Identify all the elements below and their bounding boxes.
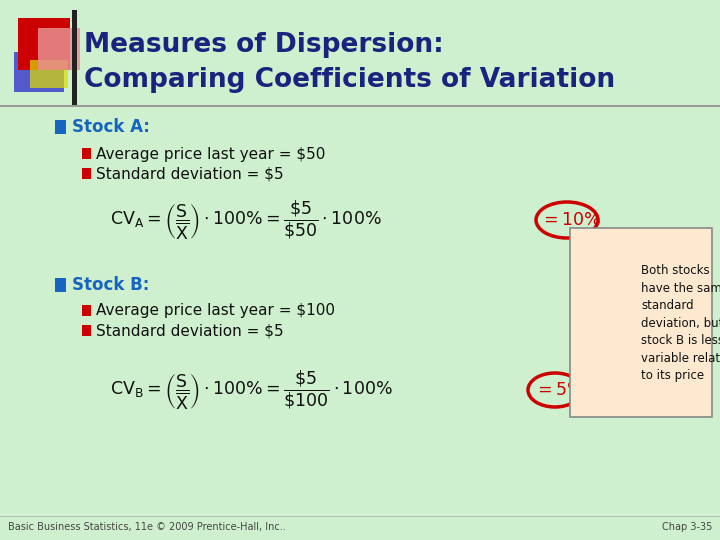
Text: $= 10\%$: $= 10\%$ — [540, 211, 601, 229]
Text: Chap 3-35: Chap 3-35 — [662, 522, 712, 532]
Bar — [55, 120, 66, 134]
Text: Average price last year = $100: Average price last year = $100 — [96, 303, 335, 319]
Bar — [0, 516, 720, 517]
Text: Standard deviation = $5: Standard deviation = $5 — [96, 323, 284, 339]
Bar — [82, 168, 91, 179]
Text: Both stocks
have the same
standard
deviation, but
stock B is less
variable relat: Both stocks have the same standard devia… — [641, 264, 720, 382]
Bar — [38, 28, 80, 70]
Bar — [82, 148, 91, 159]
Text: Comparing Coefficients of Variation: Comparing Coefficients of Variation — [84, 67, 615, 93]
Text: $\mathrm{CV}_\mathrm{B} = \left(\dfrac{\mathrm{S}}{\overline{\mathrm{X}}}\right): $\mathrm{CV}_\mathrm{B} = \left(\dfrac{\… — [110, 368, 393, 411]
Text: Stock A:: Stock A: — [72, 118, 150, 136]
Bar — [0, 105, 720, 107]
Text: Measures of Dispersion:: Measures of Dispersion: — [84, 32, 444, 58]
Bar — [82, 305, 91, 316]
Bar — [18, 18, 70, 70]
Bar — [30, 60, 68, 88]
Bar — [14, 52, 64, 92]
Text: Standard deviation = $5: Standard deviation = $5 — [96, 166, 284, 181]
Bar — [82, 325, 91, 336]
Text: Average price last year = $50: Average price last year = $50 — [96, 146, 325, 161]
Text: $\mathrm{CV}_\mathrm{A} = \left(\dfrac{\mathrm{S}}{\overline{\mathrm{X}}}\right): $\mathrm{CV}_\mathrm{A} = \left(\dfrac{\… — [110, 198, 382, 241]
Bar — [55, 278, 66, 292]
Text: $= 5\%$: $= 5\%$ — [534, 381, 584, 399]
FancyBboxPatch shape — [570, 228, 712, 417]
Bar — [72, 10, 77, 105]
Text: Stock B:: Stock B: — [72, 276, 149, 294]
Text: Basic Business Statistics, 11e © 2009 Prentice-Hall, Inc..: Basic Business Statistics, 11e © 2009 Pr… — [8, 522, 286, 532]
